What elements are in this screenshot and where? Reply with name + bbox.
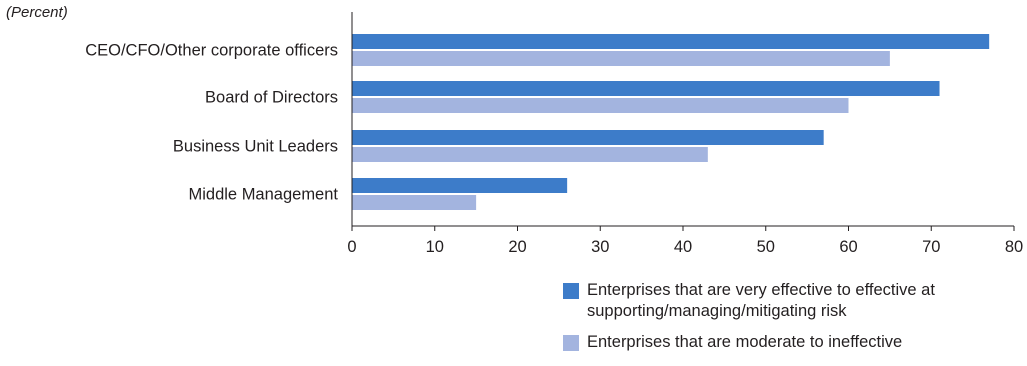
x-tick-label: 60 xyxy=(839,238,857,256)
x-tick-label: 40 xyxy=(674,238,692,256)
category-label: CEO/CFO/Other corporate officers xyxy=(85,41,338,59)
bar-moderate xyxy=(352,147,708,162)
bar-moderate xyxy=(352,98,849,113)
legend-item-effective: Enterprises that are very effective to e… xyxy=(563,280,1003,322)
bar-effective xyxy=(352,178,568,193)
category-label: Board of Directors xyxy=(205,88,338,106)
bar-moderate xyxy=(352,195,477,210)
legend-swatch-effective xyxy=(563,283,579,299)
bar-chart: CEO/CFO/Other corporate officers Board of… xyxy=(85,12,1023,256)
x-tick-label: 50 xyxy=(757,238,775,256)
category-label: Business Unit Leaders xyxy=(173,137,338,155)
legend-text-line: Enterprises that are moderate to ineffec… xyxy=(587,333,903,351)
legend-swatch-moderate xyxy=(563,335,579,351)
x-tick-label: 70 xyxy=(922,238,940,256)
legend-text-line: Enterprises that are very effective to e… xyxy=(587,281,935,299)
x-tick-label: 80 xyxy=(1005,238,1023,256)
legend: Enterprises that are very effective to e… xyxy=(563,280,1003,363)
bar-effective xyxy=(352,130,824,145)
bar-effective xyxy=(352,34,990,49)
unit-label: (Percent) xyxy=(6,4,68,21)
legend-text-line: supporting/managing/mitigating risk xyxy=(587,302,847,320)
bar-effective xyxy=(352,81,940,96)
x-tick-label: 0 xyxy=(347,238,356,256)
x-tick-label: 20 xyxy=(508,238,526,256)
x-tick-label: 30 xyxy=(591,238,609,256)
x-tick-label: 10 xyxy=(426,238,444,256)
category-label: Middle Management xyxy=(189,185,339,203)
legend-item-moderate: Enterprises that are moderate to ineffec… xyxy=(563,332,1003,353)
bar-moderate xyxy=(352,51,890,66)
